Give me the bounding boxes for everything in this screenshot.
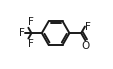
Text: F: F <box>85 22 91 32</box>
Text: F: F <box>28 17 34 27</box>
Text: F: F <box>28 39 34 49</box>
Text: O: O <box>81 41 89 51</box>
Text: F: F <box>19 28 25 38</box>
